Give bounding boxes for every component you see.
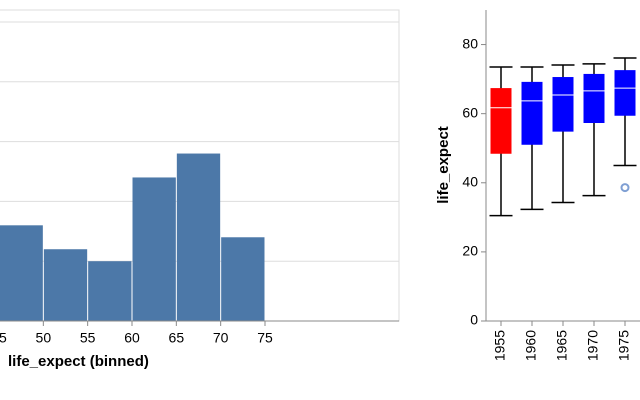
x-tick-label: 60 <box>124 330 140 346</box>
outlier <box>620 183 630 193</box>
bar <box>43 249 88 321</box>
box <box>521 81 543 145</box>
x-tick-label: 65 <box>169 330 185 346</box>
box <box>490 88 512 154</box>
x-tick-label: 75 <box>257 330 273 346</box>
x-tick-label: 55 <box>80 330 96 346</box>
x-tick-label: 1970 <box>585 330 601 361</box>
x-tick-label: 1965 <box>554 330 570 361</box>
x-tick-label: 1960 <box>523 330 539 361</box>
bar <box>0 225 43 321</box>
x-tick-label: 70 <box>213 330 229 346</box>
box <box>552 77 574 132</box>
y-tick-label: 60 <box>462 104 478 120</box>
y-tick-label: 0 <box>470 312 478 328</box>
y-tick-label: 80 <box>462 35 478 51</box>
x-axis-title: life_expect (binned) <box>8 353 149 370</box>
x-tick-label: 1955 <box>492 330 508 361</box>
box <box>583 73 605 123</box>
x-tick-label: 50 <box>36 330 52 346</box>
bar <box>132 177 176 321</box>
x-tick-label: 45 <box>0 330 7 346</box>
y-tick-label: 40 <box>462 173 478 189</box>
x-tick-label: 1975 <box>616 330 632 361</box>
box <box>614 70 636 116</box>
bar <box>176 153 221 321</box>
y-tick-label: 20 <box>462 243 478 259</box>
y-axis-title: life_expect <box>435 126 452 204</box>
bar <box>88 261 132 321</box>
bar <box>221 237 265 321</box>
